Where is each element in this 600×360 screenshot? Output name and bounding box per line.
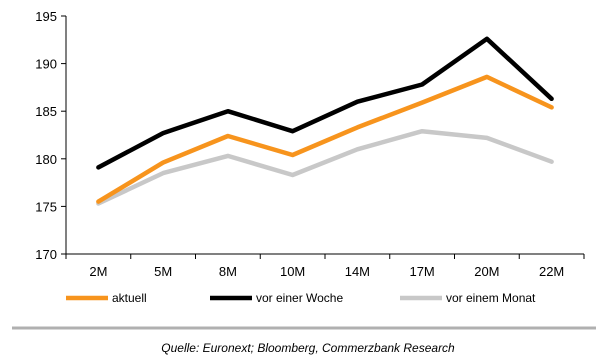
x-tick-label: 5M <box>154 264 172 279</box>
y-tick-label: 190 <box>35 57 57 72</box>
chart-legend: aktuell vor einer Woche vor einem Monat <box>66 291 536 305</box>
x-tick-label: 22M <box>539 264 564 279</box>
x-tick-label: 8M <box>219 264 237 279</box>
y-tick-label: 185 <box>35 104 57 119</box>
chart-ticks: 170 175 180 185 190 195 2M 5M 8M 10M 14M 17M 20M 22M <box>35 9 585 279</box>
source-note: Quelle: Euronext; Bloomberg, Commerzbank… <box>161 341 455 355</box>
x-tick-label: 20M <box>474 264 499 279</box>
legend-label-0: aktuell <box>112 291 147 305</box>
legend-label-1: vor einer Woche <box>256 291 343 305</box>
x-tick-label: 14M <box>345 264 370 279</box>
y-tick-label: 175 <box>35 199 57 214</box>
chart-series-lines <box>96 36 554 206</box>
series-line-2 <box>96 128 554 206</box>
series-line-1 <box>96 36 554 170</box>
legend-label-2: vor einem Monat <box>446 291 536 305</box>
y-tick-label: 180 <box>35 152 57 167</box>
x-tick-label: 17M <box>409 264 434 279</box>
chart-axes <box>65 16 584 255</box>
y-tick-label: 195 <box>35 9 57 24</box>
x-tick-label: 2M <box>89 264 107 279</box>
y-tick-label: 170 <box>35 247 57 262</box>
series-line-0 <box>96 74 554 204</box>
x-tick-label: 10M <box>280 264 305 279</box>
